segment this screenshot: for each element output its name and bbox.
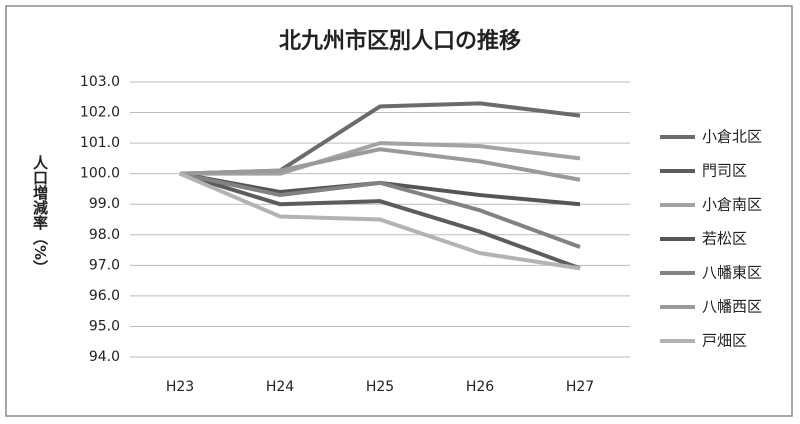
legend-label: 戸畑区 — [702, 332, 747, 350]
y-tick-label: 96.0 — [89, 288, 120, 304]
legend-label: 若松区 — [702, 230, 747, 248]
x-tick-label: H27 — [566, 379, 594, 395]
legend-label: 八幡東区 — [702, 264, 762, 282]
y-tick-label: 98.0 — [89, 227, 120, 243]
y-tick-label: 95.0 — [89, 318, 120, 334]
x-tick-label: H26 — [466, 379, 494, 395]
y-tick-label: 101.0 — [80, 135, 120, 151]
y-tick-label: 102.0 — [80, 105, 120, 121]
legend-label: 八幡西区 — [702, 298, 762, 316]
x-tick-label: H23 — [166, 379, 194, 395]
series-line — [179, 171, 581, 271]
y-tick-label: 97.0 — [89, 257, 120, 273]
x-tick-label: H25 — [366, 379, 394, 395]
series-line — [179, 171, 581, 249]
legend-label: 小倉南区 — [702, 196, 762, 214]
y-tick-label: 100.0 — [80, 166, 120, 182]
series-line — [179, 171, 581, 271]
y-tick-label: 94.0 — [89, 349, 120, 365]
series-line — [180, 141, 581, 176]
y-tick-label: 99.0 — [89, 196, 120, 212]
y-tick-label: 103.0 — [80, 74, 120, 90]
legend-label: 門司区 — [702, 162, 747, 180]
y-axis-label: 人口増減率（%） — [31, 155, 49, 275]
series-line — [179, 147, 581, 182]
x-tick-label: H24 — [266, 379, 294, 395]
chart-title: 北九州市区別人口の推移 — [279, 28, 521, 54]
chart-frame — [5, 5, 793, 417]
legend-label: 小倉北区 — [702, 128, 762, 146]
